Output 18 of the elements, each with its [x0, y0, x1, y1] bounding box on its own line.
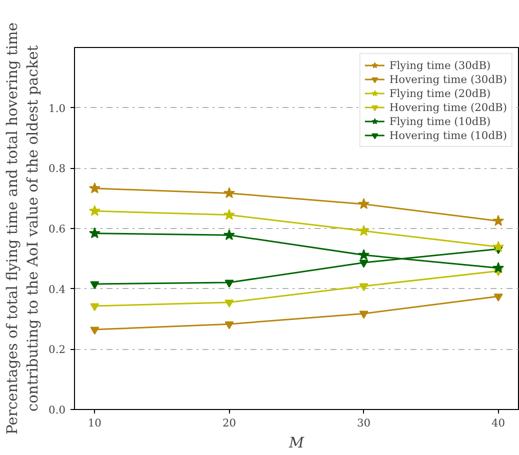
- x-tick-label: 20: [222, 416, 236, 430]
- legend-label: Hovering time (20dB): [389, 100, 507, 114]
- y-axis-title: Percentages of total flying time and total hovering time contributing to the AoI value of the oldest packet: [4, 22, 42, 435]
- legend-label: Flying time (10dB): [389, 114, 491, 128]
- x-tick-label: 10: [88, 416, 102, 430]
- y-tick-label: 0.6: [48, 222, 66, 236]
- y-tick-label: 0.0: [48, 404, 66, 416]
- x-tick-label: 30: [356, 416, 371, 430]
- y-tick-label: 1.0: [48, 102, 66, 115]
- y-tick-label: 0.4: [48, 282, 66, 296]
- legend-label: Flying time (20dB): [389, 86, 491, 100]
- x-tick-label: 40: [492, 416, 506, 430]
- y-tick-label: 0.2: [48, 343, 66, 356]
- x-axis-title: M: [288, 434, 305, 452]
- y-tick-label: 0.8: [48, 162, 66, 176]
- legend-label: Hovering time (10dB): [389, 128, 507, 142]
- legend-label: Flying time (30dB): [389, 58, 491, 72]
- legend-label: Hovering time (30dB): [389, 72, 507, 86]
